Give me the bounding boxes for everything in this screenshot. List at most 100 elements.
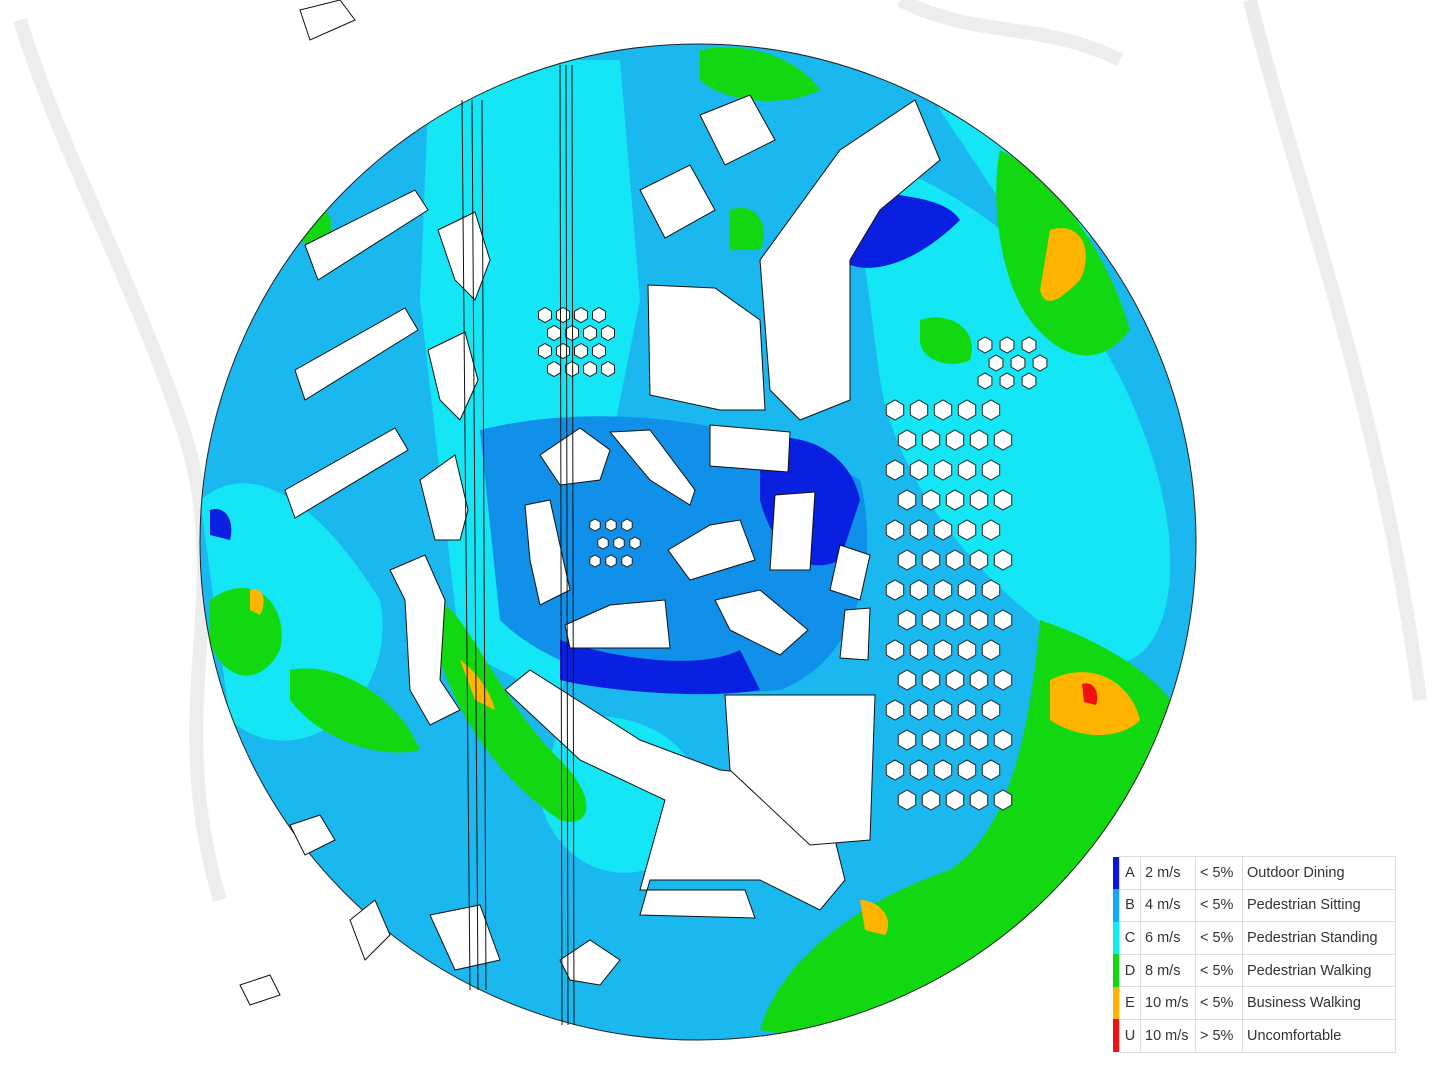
tree-icon: [969, 609, 989, 631]
legend-activity: Pedestrian Standing: [1242, 921, 1396, 955]
legend-grade: C: [1119, 921, 1141, 955]
tree-icon: [993, 429, 1013, 451]
legend-row-u: U 10 m/s > 5% Uncomfortable: [1113, 1018, 1396, 1053]
tree-icon: [897, 609, 917, 631]
tree-icon: [981, 399, 1001, 421]
tree-icon: [933, 759, 953, 781]
legend-speed: 10 m/s: [1140, 986, 1196, 1020]
legend-exceedance: < 5%: [1195, 986, 1243, 1020]
tree-icon: [981, 639, 1001, 661]
tree-icon: [885, 699, 905, 721]
tree-icon: [909, 519, 929, 541]
building: [429, 904, 501, 971]
tree-icon: [885, 639, 905, 661]
tree-icon: [909, 459, 929, 481]
legend-activity: Business Walking: [1242, 986, 1396, 1020]
building: [294, 307, 419, 401]
tree-icon: [933, 639, 953, 661]
tree-icon: [538, 342, 552, 360]
legend-speed: 8 m/s: [1140, 953, 1196, 988]
building: [504, 669, 846, 919]
tree-icon: [921, 489, 941, 511]
tree-icon: [977, 336, 993, 354]
building: [304, 189, 429, 281]
building: [427, 331, 479, 421]
building: [639, 164, 716, 239]
legend-grade: D: [1119, 953, 1141, 988]
tree-icon: [547, 324, 561, 342]
tree-icon: [897, 669, 917, 691]
building: [284, 427, 409, 519]
legend-grade: E: [1119, 986, 1141, 1020]
tree-icon: [957, 759, 977, 781]
building: [389, 554, 461, 726]
tree-icon: [574, 342, 588, 360]
tree-icon: [547, 360, 561, 378]
tree-icon: [933, 399, 953, 421]
tree-icon: [909, 399, 929, 421]
legend-exceedance: < 5%: [1195, 888, 1243, 923]
legend-exceedance: < 5%: [1195, 953, 1243, 988]
tree-icon: [988, 354, 1004, 372]
tree-icon: [999, 372, 1015, 390]
tree-icon: [981, 579, 1001, 601]
tree-icon: [583, 360, 597, 378]
building: [769, 491, 816, 571]
tree-canopies: [538, 306, 1048, 811]
tree-icon: [957, 459, 977, 481]
tree-icon: [885, 579, 905, 601]
building: [608, 429, 696, 506]
tree-icon: [993, 729, 1013, 751]
tree-icon: [945, 549, 965, 571]
tree-icon: [909, 759, 929, 781]
building: [709, 424, 791, 473]
legend-activity: Pedestrian Walking: [1242, 953, 1396, 988]
building: [714, 589, 809, 656]
legend-activity: Pedestrian Sitting: [1242, 888, 1396, 923]
tree-icon: [993, 669, 1013, 691]
building: [349, 899, 391, 961]
tree-icon: [613, 536, 625, 550]
tree-icon: [621, 518, 633, 532]
building: [564, 599, 671, 649]
legend-grade: B: [1119, 888, 1141, 923]
tree-icon: [945, 429, 965, 451]
building: [759, 99, 941, 421]
tree-icon: [909, 639, 929, 661]
tree-icon: [921, 609, 941, 631]
buildings: [239, 0, 941, 1006]
building: [699, 94, 776, 166]
legend-exceedance: < 5%: [1195, 921, 1243, 955]
tree-icon: [897, 549, 917, 571]
legend-speed: 10 m/s: [1140, 1018, 1196, 1053]
tree-icon: [969, 789, 989, 811]
building: [289, 814, 336, 856]
legend-speed: 6 m/s: [1140, 921, 1196, 955]
tree-icon: [621, 554, 633, 568]
tree-icon: [969, 669, 989, 691]
tree-icon: [592, 306, 606, 324]
building: [724, 694, 876, 846]
building: [239, 974, 281, 1006]
tree-icon: [589, 554, 601, 568]
tree-icon: [993, 789, 1013, 811]
tree-icon: [601, 324, 615, 342]
building: [667, 519, 756, 581]
tree-icon: [921, 729, 941, 751]
tree-icon: [601, 360, 615, 378]
tree-icon: [921, 549, 941, 571]
tree-icon: [556, 306, 570, 324]
terrain-shading: [13, 0, 1427, 903]
tree-icon: [1032, 354, 1048, 372]
tree-icon: [933, 579, 953, 601]
tree-icon: [969, 549, 989, 571]
tree-icon: [885, 759, 905, 781]
tree-icon: [1010, 354, 1026, 372]
tree-icon: [909, 579, 929, 601]
building: [829, 544, 871, 601]
